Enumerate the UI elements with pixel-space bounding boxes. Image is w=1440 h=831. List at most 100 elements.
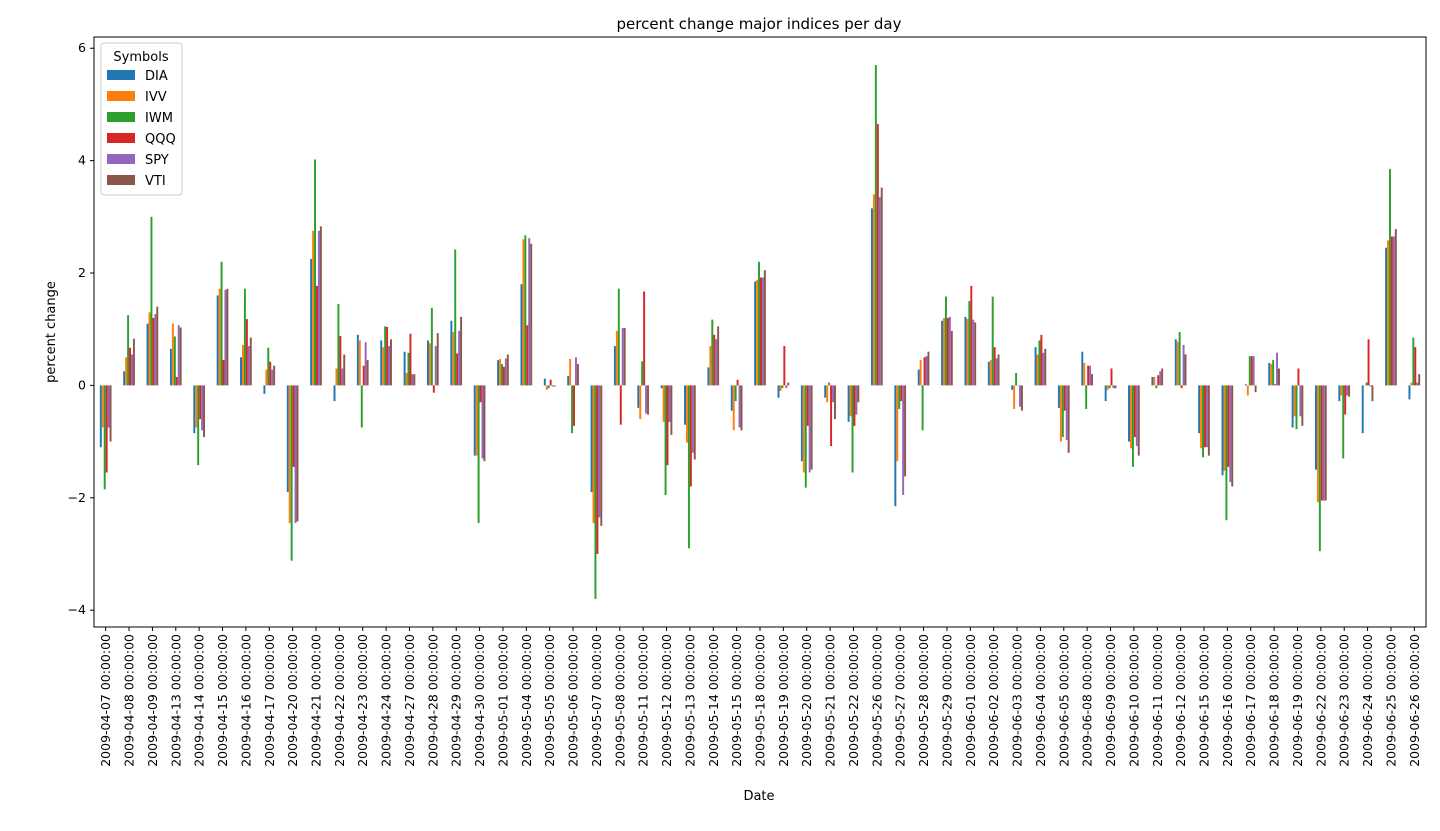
bar-spy-15 <box>458 330 461 386</box>
bar-vti-32 <box>857 385 860 403</box>
bar-dia-43 <box>1104 385 1107 402</box>
bar-vti-3 <box>179 327 182 386</box>
bar-iwm-27 <box>734 385 737 402</box>
bar-spy-47 <box>1205 385 1208 448</box>
legend-swatch-dia <box>107 70 135 80</box>
x-tick-label: 2009-04-21 00:00:00 <box>309 634 324 767</box>
bar-iwm-28 <box>758 261 760 386</box>
bar-iwm-53 <box>1342 385 1345 459</box>
bar-ivv-35 <box>919 360 922 386</box>
x-tick-label: 2009-05-08 00:00:00 <box>612 634 627 767</box>
bar-spy-1 <box>131 354 133 386</box>
bar-iwm-29 <box>781 385 784 389</box>
bar-dia-50 <box>1268 362 1271 386</box>
bar-vti-25 <box>693 385 696 460</box>
bar-spy-28 <box>761 277 764 386</box>
bar-spy-19 <box>551 385 554 387</box>
bar-dia-38 <box>987 361 990 386</box>
bar-dia-17 <box>497 360 500 386</box>
bar-qqq-41 <box>1063 385 1066 411</box>
y-axis-ticks: −4 −2 0 2 4 6 <box>68 40 94 617</box>
x-axis-label: Date <box>743 789 774 804</box>
x-tick-label: 2009-06-16 00:00:00 <box>1220 634 1235 767</box>
x-tick-label: 2009-05-05 00:00:00 <box>542 634 557 767</box>
bar-iwm-19 <box>547 385 550 389</box>
bar-vti-54 <box>1371 385 1374 402</box>
bar-iwm-2 <box>150 216 153 386</box>
bar-spy-8 <box>294 385 297 524</box>
bars-group <box>99 65 1421 599</box>
bar-ivv-24 <box>662 385 665 422</box>
bar-vti-23 <box>647 385 649 415</box>
bar-ivv-33 <box>872 194 875 386</box>
bar-vti-11 <box>366 360 369 386</box>
bar-ivv-26 <box>709 346 712 386</box>
bar-qqq-27 <box>736 379 739 386</box>
bar-dia-35 <box>917 369 920 386</box>
x-tick-label: 2009-06-25 00:00:00 <box>1383 634 1398 767</box>
bar-qqq-40 <box>1040 334 1043 386</box>
legend-swatch-vti <box>107 175 135 185</box>
bar-ivv-39 <box>1013 385 1016 409</box>
bar-iwm-18 <box>524 235 527 386</box>
bar-spy-14 <box>434 346 437 386</box>
bar-spy-26 <box>715 339 718 386</box>
bar-vti-44 <box>1137 385 1140 456</box>
bar-vti-51 <box>1301 385 1304 426</box>
bar-spy-29 <box>785 385 788 389</box>
bar-qqq-26 <box>713 334 716 386</box>
bar-ivv-48 <box>1223 385 1226 471</box>
bar-vti-10 <box>343 354 346 386</box>
bar-vti-15 <box>460 316 463 386</box>
x-tick-label: 2009-06-05 00:00:00 <box>1056 634 1071 767</box>
bar-spy-51 <box>1299 385 1302 417</box>
bar-qqq-44 <box>1133 385 1136 438</box>
bar-ivv-30 <box>802 385 805 473</box>
x-tick-label: 2009-04-30 00:00:00 <box>472 634 487 767</box>
x-tick-label: 2009-05-11 00:00:00 <box>636 634 651 767</box>
bar-vti-17 <box>506 354 509 386</box>
bar-spy-22 <box>621 328 624 386</box>
bar-dia-22 <box>613 346 616 386</box>
bar-dia-48 <box>1221 385 1224 476</box>
bar-qqq-23 <box>643 291 646 386</box>
bar-vti-46 <box>1184 354 1187 386</box>
bar-qqq-5 <box>222 360 225 386</box>
bar-iwm-7 <box>267 347 270 386</box>
bar-dia-32 <box>847 385 850 422</box>
bar-spy-30 <box>808 385 811 473</box>
bar-ivv-22 <box>615 330 618 386</box>
x-tick-label: 2009-06-09 00:00:00 <box>1103 634 1118 767</box>
legend-swatch-ivv <box>107 91 135 101</box>
bar-qqq-29 <box>783 346 786 386</box>
bar-vti-38 <box>997 354 1000 386</box>
x-tick-label: 2009-05-21 00:00:00 <box>823 634 838 767</box>
bar-iwm-9 <box>314 159 316 386</box>
bar-iwm-40 <box>1038 340 1041 386</box>
bar-ivv-50 <box>1270 364 1273 386</box>
bar-iwm-39 <box>1015 373 1018 386</box>
x-tick-label: 2009-05-27 00:00:00 <box>893 634 908 767</box>
bar-spy-20 <box>575 357 577 386</box>
bar-qqq-8 <box>292 385 295 467</box>
bar-ivv-8 <box>288 385 291 524</box>
bar-vti-31 <box>834 385 836 420</box>
bar-ivv-41 <box>1059 385 1062 442</box>
bar-dia-3 <box>169 348 172 386</box>
bar-ivv-18 <box>522 239 525 386</box>
bar-iwm-3 <box>173 336 176 386</box>
bar-qqq-47 <box>1204 385 1206 448</box>
bar-spy-17 <box>504 358 507 386</box>
bar-vti-40 <box>1044 348 1047 386</box>
legend-title: Symbols <box>113 50 168 65</box>
bar-ivv-17 <box>499 358 501 386</box>
bar-vti-27 <box>740 385 743 431</box>
bar-vti-29 <box>787 382 790 386</box>
x-tick-label: 2009-04-16 00:00:00 <box>238 634 253 767</box>
bar-dia-42 <box>1081 351 1084 386</box>
bar-iwm-48 <box>1225 385 1228 521</box>
x-tick-label: 2009-06-17 00:00:00 <box>1243 634 1258 767</box>
legend-swatch-spy <box>107 154 135 164</box>
bar-dia-53 <box>1338 385 1341 402</box>
bar-qqq-37 <box>970 285 973 386</box>
